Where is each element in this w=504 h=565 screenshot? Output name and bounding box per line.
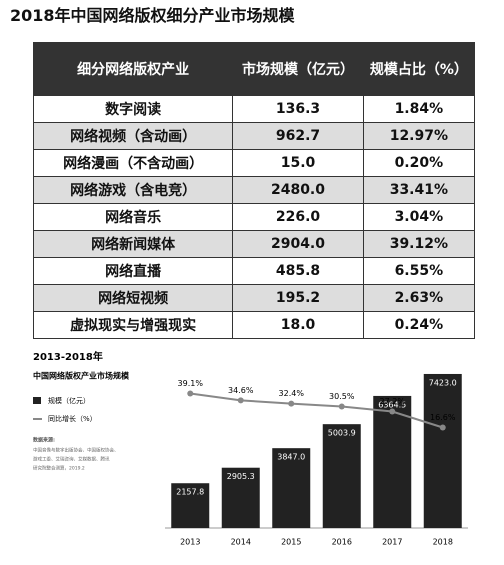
table-row: 网络音乐 226.0 3.04%: [32, 203, 476, 231]
table-cell: 网络游戏（含电竞）: [32, 176, 234, 204]
table-row: 网络视频（含动画） 962.7 12.97%: [32, 122, 476, 150]
table-cell: 网络短视频: [32, 284, 234, 312]
legend-label: 同比增长（%）: [48, 414, 97, 423]
chart-title: 2013-2018年: [33, 350, 103, 363]
line-label: 32.4%: [279, 389, 305, 398]
table-cell: 3.04%: [362, 203, 476, 231]
chart-subtitle: 中国网络版权产业市场规模: [33, 371, 130, 381]
bar: [373, 395, 412, 528]
source-line: 研究院整合测算，2019.2: [33, 465, 85, 472]
table-cell: 18.0: [232, 311, 364, 339]
line: [190, 392, 444, 429]
table-cell: 6.55%: [362, 257, 476, 285]
header-cell: 细分网络版权产业: [32, 42, 234, 96]
table-cell: 39.12%: [362, 230, 476, 258]
table-cell: 195.2: [232, 284, 364, 312]
table-cell: 网络视频（含动画）: [32, 122, 234, 150]
table-row: 网络直播 485.8 6.55%: [32, 257, 476, 285]
bar-label: 7423.0: [429, 378, 457, 387]
table-cell: 15.0: [232, 149, 364, 177]
table-cell: 网络直播: [32, 257, 234, 285]
table-cell: 136.3: [232, 95, 364, 123]
bar: [423, 373, 462, 528]
line-marker: [187, 390, 194, 397]
bar: [322, 424, 361, 528]
table-cell: 226.0: [232, 203, 364, 231]
line-marker: [389, 408, 396, 415]
line-label: 34.6%: [228, 386, 254, 395]
table-cell: 1.84%: [362, 95, 476, 123]
line-marker: [338, 403, 345, 410]
header-cell: 规模占比（%）: [362, 42, 476, 96]
table-cell: 0.24%: [362, 311, 476, 339]
table-row: 虚拟现实与增强现实 18.0 0.24%: [32, 311, 476, 339]
bar-label: 2905.3: [227, 472, 255, 481]
header-cell: 市场规模（亿元）: [232, 42, 364, 96]
table-row: 网络漫画（不含动画） 15.0 0.20%: [32, 149, 476, 177]
x-tick-label: 2016: [332, 538, 352, 547]
line-marker: [237, 397, 244, 404]
bar: [171, 483, 210, 528]
x-tick-label: 2018: [433, 538, 453, 547]
table-cell: 962.7: [232, 122, 364, 150]
line-marker: [288, 400, 295, 407]
x-tick-label: 2015: [281, 538, 301, 547]
line-marker: [439, 424, 446, 431]
source-line: 游戏工委、艾瑞咨询、艾媒数据、腾讯: [33, 456, 110, 463]
source-title: 数据来源:: [33, 437, 55, 444]
data-table: 细分网络版权产业 市场规模（亿元） 规模占比（%） 数字阅读 136.3 1.84% 网络视…: [32, 42, 476, 339]
table-cell: 2480.0: [232, 176, 364, 204]
table-row: 数字阅读 136.3 1.84%: [32, 95, 476, 123]
table-cell: 485.8: [232, 257, 364, 285]
table-row: 网络新闻媒体 2904.0 39.12%: [32, 230, 476, 258]
table-cell: 网络新闻媒体: [32, 230, 234, 258]
line-label: 16.6%: [430, 413, 456, 422]
bar-label: 2157.8: [176, 488, 204, 497]
table-cell: 33.41%: [362, 176, 476, 204]
table-cell: 网络漫画（不含动画）: [32, 149, 234, 177]
x-tick-label: 2013: [180, 538, 200, 547]
x-tick-label: 2014: [231, 538, 251, 547]
bar: [221, 467, 260, 528]
source-line: 中国音像与数字出版协会、中国版权协会、: [33, 447, 119, 454]
line-label: 39.1%: [178, 379, 204, 388]
table-cell: 网络音乐: [32, 203, 234, 231]
bar: [272, 448, 311, 528]
legend-label: 规模（亿元）: [48, 396, 90, 405]
table-row: 网络游戏（含电竞） 2480.0 33.41%: [32, 176, 476, 204]
line-label: 27.2%: [380, 397, 406, 406]
table-cell: 虚拟现实与增强现实: [32, 311, 234, 339]
page-title: 2018年中国网络版权细分产业市场规模: [10, 6, 295, 25]
bar-label: 3847.0: [277, 453, 305, 462]
table-cell: 2.63%: [362, 284, 476, 312]
bar-label: 6364.5: [378, 400, 406, 409]
line-label: 30.5%: [329, 392, 355, 401]
table-cell: 12.97%: [362, 122, 476, 150]
table-cell: 0.20%: [362, 149, 476, 177]
x-tick-label: 2017: [382, 538, 402, 547]
bar-label: 5003.9: [328, 429, 356, 438]
table-cell: 数字阅读: [32, 95, 234, 123]
legend-swatch: [33, 397, 41, 404]
table-cell: 2904.0: [232, 230, 364, 258]
table-row: 网络短视频 195.2 2.63%: [32, 284, 476, 312]
